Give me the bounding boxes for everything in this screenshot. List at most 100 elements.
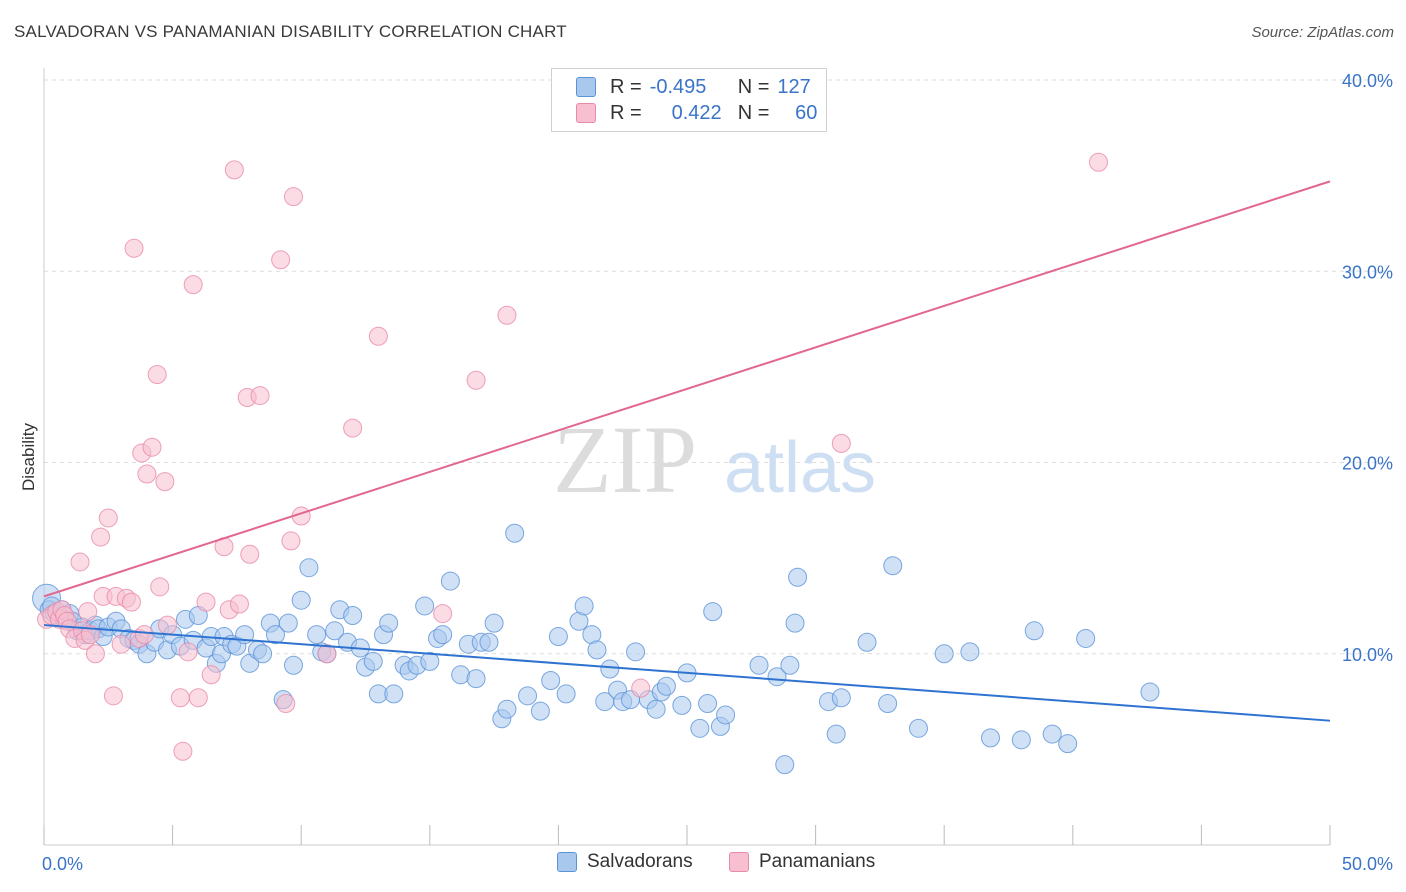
panamanian-point	[1089, 152, 1109, 172]
panamanian-point	[466, 370, 486, 390]
axis-layer	[43, 68, 1331, 846]
panamanian-point	[70, 552, 90, 572]
panamanian-point	[85, 644, 105, 664]
grid-layer	[44, 79, 1392, 655]
y-axis-label: Disability	[19, 422, 38, 491]
y-tick-label: 10.0%	[1342, 645, 1393, 665]
panamanian-point	[831, 433, 851, 453]
panamanian-point	[433, 604, 453, 624]
salvadoran-point	[1058, 734, 1078, 754]
salvadoran-point	[420, 651, 440, 671]
salvadoran-point	[325, 621, 345, 641]
y-tick-label: 40.0%	[1342, 71, 1393, 91]
salvadoran-point	[548, 627, 568, 647]
salvadoran-point	[780, 655, 800, 675]
salvadoran-point	[384, 684, 404, 704]
salvadoran-point	[587, 640, 607, 660]
salvadoran-point	[785, 613, 805, 633]
salvadoran-point	[656, 676, 676, 696]
salvadoran-point	[440, 571, 460, 591]
salvadoran-point	[1076, 628, 1096, 648]
label-layer: 10.0% 20.0% 30.0% 40.0% 0.0% 50.0% Disability	[19, 71, 1393, 874]
legend-row-salvadorans: R = -0.495 N = 127	[576, 75, 811, 99]
salvadoran-point	[646, 699, 666, 719]
panamanian-point	[188, 688, 208, 708]
panamanian-point	[196, 592, 216, 612]
panamanian-trend-line	[43, 180, 1331, 598]
legend-row-panamanians: R = 0.422 N = 60	[576, 101, 817, 125]
panamanian-point	[78, 602, 98, 622]
panamanian-point	[111, 634, 131, 654]
panamanian-point	[178, 642, 198, 662]
salvadoran-point	[556, 684, 576, 704]
trend-layer	[43, 180, 1331, 722]
salvadoran-point	[857, 632, 877, 652]
watermark-zip: ZIP	[553, 406, 697, 513]
points-layer	[32, 152, 1160, 775]
legend-n-value: 60	[795, 101, 818, 124]
panamanian-point	[281, 531, 301, 551]
panamanian-point	[80, 625, 100, 645]
salvadoran-point	[1024, 621, 1044, 641]
salvadoran-point	[908, 718, 928, 738]
series-name: Salvadorans	[587, 851, 693, 872]
panamanian-point	[631, 678, 651, 698]
panamanian-point	[124, 238, 144, 258]
panamanian-point	[134, 625, 154, 645]
panamanian-point	[142, 437, 162, 457]
blue-swatch-icon	[576, 77, 596, 97]
watermark-atlas: atlas	[724, 428, 876, 508]
salvadoran-point	[307, 625, 327, 645]
panamanian-point	[250, 386, 270, 406]
salvadoran-point	[767, 667, 787, 687]
salvadoran-point	[788, 567, 808, 587]
panamanian-point	[343, 418, 363, 438]
x-tick-label: 0.0%	[42, 854, 83, 874]
series-legend-panamanians: Panamanians	[729, 851, 875, 873]
chart-title: SALVADORAN VS PANAMANIAN DISABILITY CORR…	[14, 22, 567, 41]
y-tick-label: 20.0%	[1342, 454, 1393, 474]
panamanian-point	[157, 615, 177, 635]
y-tick-label: 30.0%	[1342, 262, 1393, 282]
salvadoran-point	[433, 625, 453, 645]
salvadoran-point	[497, 699, 517, 719]
panamanian-point	[147, 365, 167, 385]
x-tick-label: 50.0%	[1342, 854, 1393, 874]
salvadoran-point	[690, 718, 710, 738]
salvadoran-point	[484, 613, 504, 633]
salvadoran-point	[980, 728, 1000, 748]
panamanian-point	[276, 693, 296, 713]
salvadoran-point	[831, 688, 851, 708]
pink-swatch-icon	[729, 852, 749, 872]
salvadoran-point	[530, 701, 550, 721]
panamanian-point	[98, 508, 118, 528]
panamanian-point	[173, 741, 193, 761]
salvadoran-point	[479, 632, 499, 652]
salvadoran-point	[299, 558, 319, 578]
salvadoran-point	[379, 613, 399, 633]
panamanian-point	[91, 527, 111, 547]
panamanian-point	[240, 544, 260, 564]
legend-r-value: -0.495	[649, 75, 707, 98]
panamanian-point	[137, 464, 157, 484]
salvadoran-trend-line	[43, 624, 1331, 722]
panamanian-point	[368, 326, 388, 346]
salvadoran-point	[518, 686, 538, 706]
salvadoran-point	[415, 596, 435, 616]
panamanian-point	[103, 686, 123, 706]
panamanian-point	[150, 577, 170, 597]
panamanian-point	[497, 305, 517, 325]
legend-r-value: 0.422	[671, 101, 722, 124]
panamanian-point	[271, 250, 291, 270]
salvadoran-point	[265, 625, 285, 645]
salvadoran-point	[574, 596, 594, 616]
watermark: ZIP atlas	[553, 406, 876, 513]
salvadoran-point	[291, 590, 311, 610]
salvadoran-point	[600, 659, 620, 679]
salvadoran-point	[466, 669, 486, 689]
salvadoran-point	[343, 606, 363, 625]
panamanian-point	[170, 688, 190, 708]
salvadoran-point	[878, 693, 898, 713]
salvadoran-point	[363, 651, 383, 671]
